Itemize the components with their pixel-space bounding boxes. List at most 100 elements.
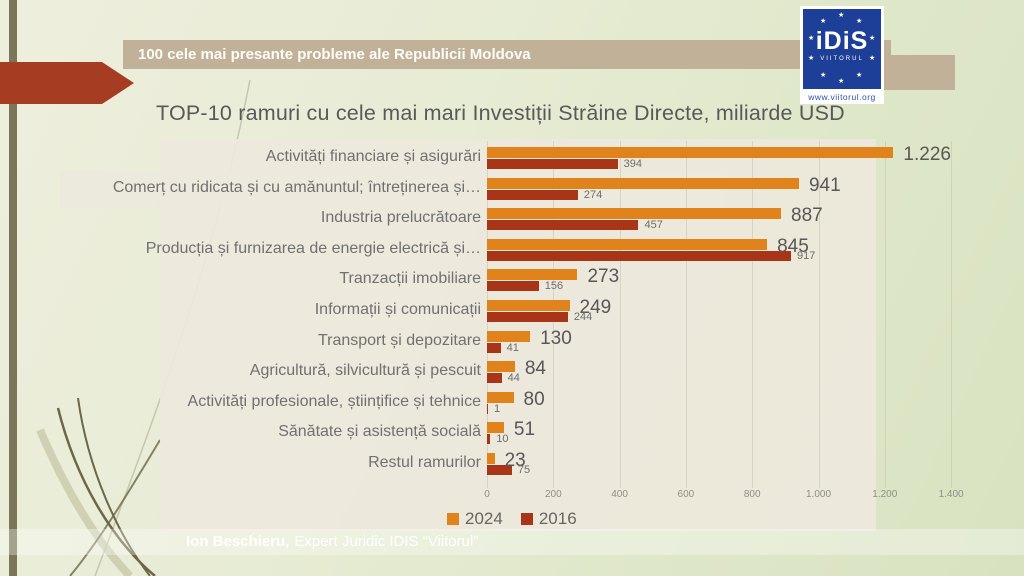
bar-2024 <box>487 208 782 220</box>
bar-2016 <box>487 434 491 445</box>
value-label-2024: 84 <box>524 358 546 380</box>
value-label-2016: 394 <box>623 158 642 170</box>
value-label-2016: 41 <box>506 341 519 354</box>
bar-2016 <box>487 312 568 322</box>
chart-title: TOP-10 ramuri cu cele mai mari Investiți… <box>156 101 845 125</box>
logo-url: www.viitorul.org <box>808 92 876 102</box>
bar-2016 <box>487 159 618 169</box>
legend-swatch-2024 <box>447 513 459 525</box>
x-axis-tick-label: 600 <box>677 489 695 500</box>
value-label-2016: 10 <box>496 433 509 446</box>
bar-2016 <box>487 403 488 414</box>
logo-star-icon: ★ <box>869 55 876 62</box>
chart-gridline <box>951 141 953 488</box>
value-label-2024: 23 <box>504 450 526 471</box>
value-label-2016: 917 <box>796 249 816 262</box>
slide-header-banner: 100 cele mai presante probleme ale Repub… <box>123 40 891 69</box>
value-label-2024: 845 <box>777 235 809 257</box>
logo-star-icon: ★ <box>838 12 845 19</box>
x-axis-tick-label: 800 <box>743 489 761 500</box>
category-label: Restul ramurilor <box>368 454 481 471</box>
chart-gridline <box>619 141 621 488</box>
value-label-2024: 51 <box>513 419 536 441</box>
footer-author: Ion Beschieru, <box>186 533 290 550</box>
value-label-2016: 1 <box>494 402 501 415</box>
bar-2016 <box>487 465 512 475</box>
footer-credit: Ion Beschieru, Expert Juridic IDIS “Viito… <box>186 533 478 550</box>
value-label-2016: 274 <box>583 188 603 201</box>
x-axis-tick-label: 1.000 <box>805 489 832 500</box>
logo-star-icon: ★ <box>869 35 876 42</box>
category-label: Producția și furnizarea de energie elect… <box>145 239 481 257</box>
left-edge-stripe <box>9 0 17 576</box>
bar-2024 <box>487 238 768 250</box>
bar-2024 <box>487 147 894 158</box>
x-axis-tick-label: 200 <box>544 489 562 500</box>
bar-2024 <box>487 177 799 189</box>
category-label: Informații și comunicații <box>314 301 481 318</box>
value-label-2024: 941 <box>808 174 841 196</box>
category-label: Tranzacții imobiliare <box>339 270 481 288</box>
logo-star-icon: ★ <box>856 18 863 25</box>
category-label: Transport și depozitare <box>317 331 481 349</box>
legend-swatch-2016 <box>520 513 533 525</box>
logo-star-icon: ★ <box>820 72 827 79</box>
category-label: Comerț cu ridicata și cu amănuntul; într… <box>112 178 481 196</box>
value-label-2016: 244 <box>573 311 593 323</box>
logo-star-icon: ★ <box>856 72 863 79</box>
bar-2024 <box>487 330 531 342</box>
bar-2024 <box>487 361 515 373</box>
bar-2024 <box>487 391 514 403</box>
category-label: Activități profesionale, științifice și … <box>187 392 481 410</box>
logo-star-icon: ★ <box>808 55 815 62</box>
value-label-2024: 1.226 <box>903 144 951 165</box>
chart-gridline <box>752 141 754 488</box>
bar-2024 <box>487 300 570 311</box>
footer-band <box>0 529 1024 555</box>
x-axis-tick-label: 1.200 <box>872 489 898 500</box>
value-label-2024: 130 <box>540 327 572 349</box>
category-label: Industria prelucrătoare <box>320 209 481 227</box>
x-axis-tick-label: 0 <box>484 489 490 500</box>
legend-label-2024: 2024 <box>465 509 503 528</box>
bar-2016 <box>487 250 791 261</box>
bar-2016 <box>487 373 502 384</box>
idis-logo-subtext: VIITORUL <box>820 56 864 62</box>
bar-2016 <box>487 220 639 231</box>
idis-logo: ★ ★ ★ ★ ★ ★ ★ ★ ★ ★ iDiS VIITORUL www.vi… <box>800 6 884 104</box>
value-label-2016: 75 <box>517 464 531 476</box>
idis-logo-text: iDiS <box>815 27 869 55</box>
category-label: Activități financiare și asigurări <box>265 148 481 165</box>
value-label-2016: 156 <box>544 280 564 293</box>
chart-gridline <box>884 141 886 488</box>
category-label: Sănătate și asistență socială <box>278 423 481 441</box>
category-label: Agricultură, silvicultură și pescuit <box>249 362 481 380</box>
value-label-2024: 249 <box>579 297 612 318</box>
x-axis-tick-label: 1.400 <box>938 489 964 500</box>
logo-star-icon: ★ <box>820 18 827 25</box>
idis-logo-emblem: ★ ★ ★ ★ ★ ★ ★ ★ ★ ★ iDiS VIITORUL <box>803 9 881 89</box>
footer-role: Expert Juridic IDIS “Viitorul” <box>294 533 479 550</box>
chart-legend: 2024 2016 <box>447 509 577 529</box>
x-axis-tick-label: 400 <box>611 489 628 500</box>
value-label-2024: 80 <box>523 388 545 410</box>
red-arrow-decoration <box>0 62 134 104</box>
chart-gridline <box>685 141 687 488</box>
bar-2024 <box>487 269 578 281</box>
value-label-2016: 457 <box>644 219 663 232</box>
bar-2016 <box>487 342 501 353</box>
bar-2016 <box>487 281 539 292</box>
tan-decoration-square <box>880 55 955 90</box>
value-label-2024: 887 <box>791 205 823 227</box>
logo-star-icon: ★ <box>838 78 845 85</box>
legend-item-2016: 2016 <box>520 509 577 529</box>
chart-gridline <box>818 141 820 488</box>
bar-2016 <box>487 189 578 200</box>
value-label-2016: 44 <box>507 372 520 385</box>
bar-2024 <box>487 422 504 434</box>
value-label-2024: 273 <box>587 266 620 288</box>
legend-item-2024: 2024 <box>447 509 503 529</box>
logo-star-icon: ★ <box>808 35 815 42</box>
legend-label-2016: 2016 <box>538 509 577 528</box>
